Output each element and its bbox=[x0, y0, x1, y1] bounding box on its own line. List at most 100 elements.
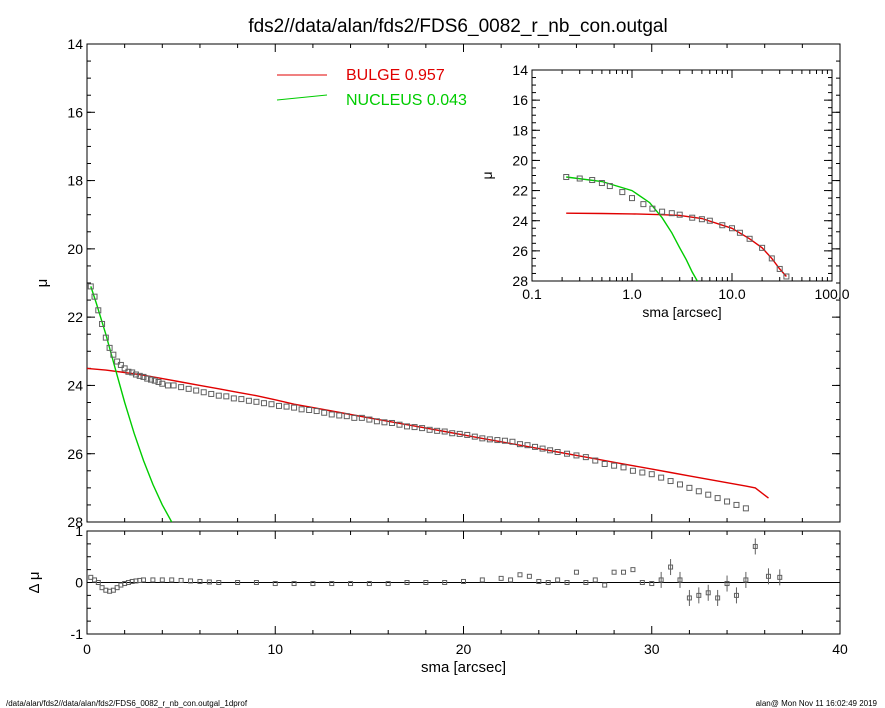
data-point bbox=[582, 454, 589, 461]
x-axis-label: sma [arcsec] bbox=[421, 659, 506, 676]
data-point bbox=[509, 438, 516, 445]
inset-data-point bbox=[649, 205, 656, 212]
data-point bbox=[144, 375, 151, 382]
x-tick-label: 30 bbox=[644, 641, 660, 657]
y-tick-label: 26 bbox=[67, 446, 83, 462]
data-point bbox=[742, 505, 749, 512]
residual-point bbox=[508, 577, 514, 583]
residual-point bbox=[366, 581, 372, 587]
residual-point bbox=[272, 581, 278, 587]
data-point bbox=[276, 402, 283, 409]
data-point bbox=[87, 283, 94, 290]
data-point bbox=[125, 368, 132, 375]
y-tick-label: 18 bbox=[512, 122, 528, 138]
data-point bbox=[532, 443, 539, 450]
data-point bbox=[449, 430, 456, 437]
data-point bbox=[366, 416, 373, 423]
data-point bbox=[573, 452, 580, 459]
y-tick-label: 26 bbox=[512, 243, 528, 259]
data-point bbox=[676, 481, 683, 488]
data-point bbox=[155, 379, 162, 386]
residual-point bbox=[536, 578, 542, 584]
data-point bbox=[381, 419, 388, 426]
y-axis-label: Δ μ bbox=[26, 571, 43, 593]
data-point bbox=[164, 382, 171, 389]
data-point bbox=[140, 373, 147, 380]
data-point bbox=[268, 401, 275, 408]
residual-point bbox=[668, 564, 674, 570]
data-point bbox=[343, 413, 350, 420]
residual-point bbox=[150, 577, 156, 583]
data-point bbox=[620, 464, 627, 471]
data-point bbox=[471, 433, 478, 440]
inset-data-point bbox=[706, 217, 713, 224]
x-tick-label: 0.1 bbox=[522, 286, 542, 302]
residual-point bbox=[140, 577, 146, 583]
residual-point bbox=[348, 581, 354, 587]
data-point bbox=[658, 474, 665, 481]
x-tick-label: 1.0 bbox=[622, 286, 642, 302]
inset-data-point bbox=[698, 216, 705, 223]
residual-point bbox=[188, 578, 194, 584]
data-point bbox=[419, 425, 426, 432]
residual-point bbox=[677, 577, 683, 583]
data-point bbox=[291, 404, 298, 411]
residual-point bbox=[526, 573, 532, 579]
inset-background bbox=[478, 58, 830, 338]
y-axis-label: μ bbox=[34, 279, 51, 288]
residual-point bbox=[110, 587, 116, 593]
data-point bbox=[223, 393, 230, 400]
data-point bbox=[426, 426, 433, 433]
data-point bbox=[159, 380, 166, 387]
residual-point bbox=[733, 592, 739, 598]
data-point bbox=[102, 334, 109, 341]
y-tick-label: 16 bbox=[67, 104, 83, 120]
inset-data-point bbox=[563, 174, 570, 181]
residual-point bbox=[235, 580, 241, 585]
inset-data-point bbox=[768, 255, 775, 262]
inset-data-point bbox=[729, 225, 735, 232]
data-point bbox=[99, 320, 106, 327]
residual-point bbox=[461, 578, 466, 584]
residual-point bbox=[479, 577, 485, 583]
residual-point bbox=[715, 595, 721, 601]
inset-data-point bbox=[619, 189, 626, 196]
x-tick-label: 0 bbox=[83, 641, 91, 657]
data-point bbox=[328, 411, 335, 418]
y-tick-label: 20 bbox=[512, 152, 528, 168]
residual-point bbox=[114, 585, 120, 591]
residual-point bbox=[658, 577, 664, 583]
data-point bbox=[336, 412, 343, 419]
residual-point bbox=[743, 577, 749, 583]
data-point bbox=[516, 441, 523, 448]
data-point bbox=[686, 484, 693, 491]
inset-data-point bbox=[668, 210, 675, 217]
data-point bbox=[260, 400, 267, 407]
data-point bbox=[185, 385, 192, 392]
data-point bbox=[501, 437, 508, 444]
data-point bbox=[667, 478, 674, 485]
data-point bbox=[283, 403, 290, 410]
data-point bbox=[388, 419, 395, 426]
inset-nucleus-line bbox=[566, 176, 698, 281]
data-point bbox=[215, 392, 222, 399]
legend-nucleus-swatch bbox=[276, 94, 328, 101]
data-point bbox=[313, 408, 320, 415]
residual-point bbox=[216, 580, 222, 585]
y-tick-label: 0 bbox=[75, 575, 83, 591]
y-tick-label: -1 bbox=[71, 626, 84, 642]
residual-point bbox=[602, 582, 608, 588]
chart-title: fds2//data/alan/fds2/FDS6_0082_r_nb_con.… bbox=[248, 16, 667, 37]
data-point bbox=[441, 428, 448, 435]
plot-area bbox=[87, 538, 840, 606]
data-point bbox=[170, 382, 177, 389]
nucleus-model-line bbox=[90, 286, 173, 522]
inset-data-point bbox=[676, 211, 683, 218]
residual-point bbox=[611, 569, 617, 575]
data-point bbox=[114, 358, 121, 365]
data-point bbox=[705, 491, 712, 498]
data-point bbox=[695, 488, 702, 495]
data-point bbox=[151, 377, 158, 384]
data-point bbox=[486, 436, 493, 443]
residual-point bbox=[169, 577, 175, 583]
